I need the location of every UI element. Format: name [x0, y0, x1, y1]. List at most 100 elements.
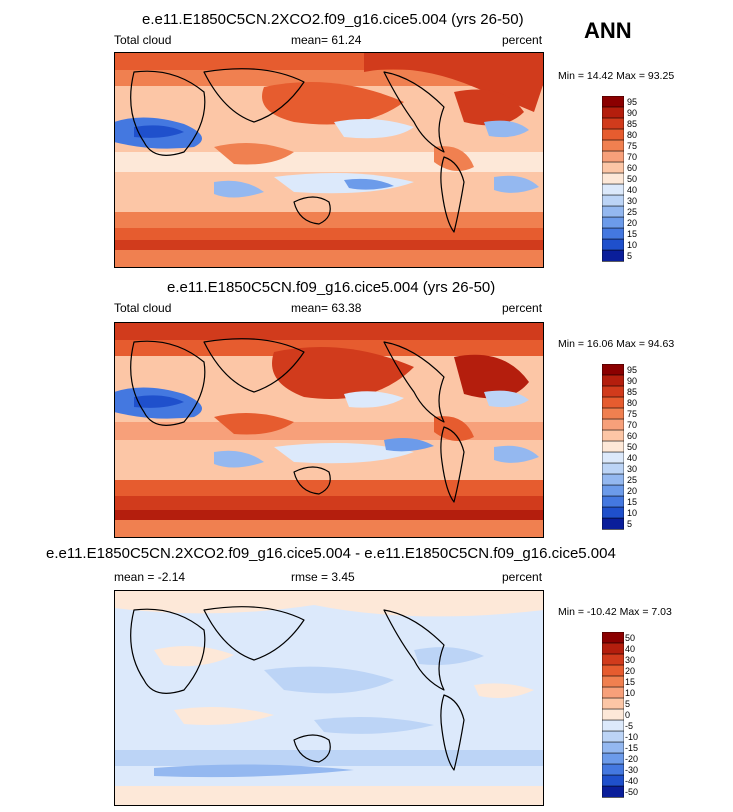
panel1-units: percent: [502, 33, 543, 47]
colorbar-segment: [602, 730, 624, 743]
colorbar-segment: [602, 172, 624, 185]
panel1-cb-label: 30: [627, 196, 638, 206]
panel1-minmax: Min = 14.42 Max = 93.25: [558, 70, 675, 82]
panel1-cb-label: 60: [627, 163, 638, 173]
colorbar-segment: [602, 194, 624, 207]
colorbar-segment: [602, 495, 624, 508]
colorbar-segment: [602, 763, 624, 776]
colorbar-segment: [602, 238, 624, 251]
colorbar-segment: [602, 96, 624, 108]
panel1-cb-label: 10: [627, 240, 638, 250]
colorbar-segment: [602, 506, 624, 519]
panel2-mean: mean= 63.38: [291, 301, 362, 315]
panel3-cb-label: -15: [625, 743, 639, 753]
panel1-cb-label: 50: [627, 174, 638, 184]
panel2-cb-label: 50: [627, 442, 638, 452]
panel1-cb-label: 95: [627, 97, 638, 107]
panel3-units: percent: [502, 570, 543, 584]
panel3-cb-label: 5: [625, 699, 631, 709]
panel2-colorbar: [602, 364, 624, 530]
colorbar-segment: [602, 785, 624, 798]
panel2-cb-label: 30: [627, 464, 638, 474]
colorbar-segment: [602, 632, 624, 644]
panel3-map: [114, 590, 544, 806]
panel3-cb-label: -30: [625, 765, 639, 775]
panel2-cb-label: 10: [627, 508, 638, 518]
panel3-cb-label: -20: [625, 754, 639, 764]
panel3-cb-label: 40: [625, 644, 636, 654]
panel2-cb-label: 5: [627, 519, 633, 529]
panel1-cb-label: 80: [627, 130, 638, 140]
colorbar-segment: [602, 150, 624, 163]
colorbar-segment: [602, 374, 624, 387]
season-label: ANN: [584, 18, 632, 43]
panel2-cb-label: 95: [627, 365, 638, 375]
colorbar-segment: [602, 216, 624, 229]
panel2-cb-label: 90: [627, 376, 638, 386]
colorbar-segment: [602, 719, 624, 732]
panel2-map: [114, 322, 544, 538]
panel2-cb-label: 20: [627, 486, 638, 496]
colorbar-segment: [602, 429, 624, 442]
panel3-rmse: rmse = 3.45: [291, 570, 355, 584]
panel3-cb-label: 15: [625, 677, 636, 687]
panel1-cb-label: 20: [627, 218, 638, 228]
colorbar-segment: [602, 517, 624, 530]
panel2-title: e.e11.E1850C5CN.f09_g16.cice5.004 (yrs 2…: [167, 279, 496, 296]
panel2-cb-label: 85: [627, 387, 638, 397]
panel1-mean: mean= 61.24: [291, 33, 362, 47]
panel2-cb-label: 15: [627, 497, 638, 507]
colorbar-segment: [602, 407, 624, 420]
panel1-title: e.e11.E1850C5CN.2XCO2.f09_g16.cice5.004 …: [142, 11, 524, 28]
colorbar-segment: [602, 774, 624, 787]
panel2-cb-label: 25: [627, 475, 638, 485]
colorbar-segment: [602, 708, 624, 721]
colorbar-segment: [602, 183, 624, 196]
panel1-cb-label: 40: [627, 185, 638, 195]
colorbar-segment: [602, 697, 624, 710]
panel3-colorbar: [602, 632, 624, 798]
panel1-cb-label: 5: [627, 251, 633, 261]
panel3-cb-label: 10: [625, 688, 636, 698]
colorbar-segment: [602, 664, 624, 677]
panel2-cb-label: 60: [627, 431, 638, 441]
colorbar-segment: [602, 117, 624, 130]
panel1-variable: Total cloud: [114, 33, 172, 47]
panel3-cb-label: 30: [625, 655, 636, 665]
panel1-colorbar: [602, 96, 624, 262]
panel1-cb-label: 75: [627, 141, 638, 151]
colorbar-segment: [602, 653, 624, 666]
colorbar-segment: [602, 227, 624, 240]
panel3-cb-label: -5: [625, 721, 634, 731]
panel2-minmax: Min = 16.06 Max = 94.63: [558, 338, 675, 350]
colorbar-segment: [602, 462, 624, 475]
colorbar-segment: [602, 161, 624, 174]
panel2-cb-label: 70: [627, 420, 638, 430]
panel2-units: percent: [502, 301, 543, 315]
colorbar-segment: [602, 396, 624, 409]
colorbar-segment: [602, 741, 624, 754]
panel1-map: [114, 52, 544, 268]
colorbar-segment: [602, 440, 624, 453]
panel3-mean: mean = -2.14: [114, 570, 186, 584]
colorbar-segment: [602, 675, 624, 688]
panel3-cb-label: -40: [625, 776, 639, 786]
panel1-cb-label: 25: [627, 207, 638, 217]
panel3-title: e.e11.E1850C5CN.2XCO2.f09_g16.cice5.004 …: [46, 545, 616, 562]
colorbar-segment: [602, 473, 624, 486]
colorbar-segment: [602, 205, 624, 218]
panel2-cb-label: 75: [627, 409, 638, 419]
colorbar-segment: [602, 249, 624, 262]
panel3-cb-label: -50: [625, 787, 639, 797]
colorbar-segment: [602, 484, 624, 497]
colorbar-segment: [602, 686, 624, 699]
colorbar-segment: [602, 364, 624, 376]
panel3-cb-label: 0: [625, 710, 631, 720]
panel2-cb-label: 40: [627, 453, 638, 463]
panel1-cb-label: 85: [627, 119, 638, 129]
panel3-cb-label: 50: [625, 633, 636, 643]
panel1-cb-label: 90: [627, 108, 638, 118]
panel1-cb-label: 15: [627, 229, 638, 239]
colorbar-segment: [602, 128, 624, 141]
panel3-cb-label: -10: [625, 732, 639, 742]
